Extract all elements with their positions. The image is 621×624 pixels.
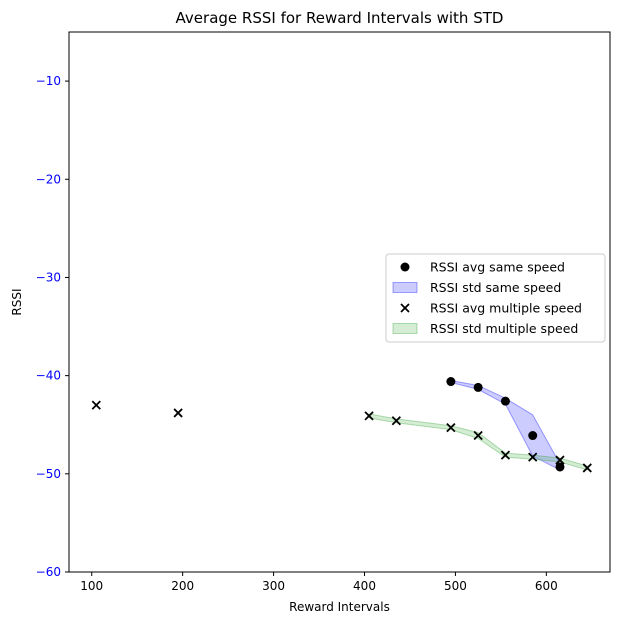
avg-point [364, 411, 374, 421]
x-marker-stroke [446, 423, 456, 433]
x-axis-label: Reward Intervals [289, 600, 390, 614]
avg-point [555, 455, 565, 465]
chart-title: Average RSSI for Reward Intervals with S… [176, 9, 504, 27]
y-axis-label: RSSI [10, 288, 24, 315]
avg-point [391, 416, 401, 426]
legend-label: RSSI avg same speed [430, 260, 565, 275]
x-marker-stroke [582, 463, 592, 473]
x-marker-stroke [400, 303, 410, 313]
avg-point [500, 450, 511, 460]
legend-handle [400, 303, 410, 313]
avg-point [473, 430, 483, 441]
x-marker-stroke [364, 411, 374, 421]
legend-label: RSSI std multiple speed [430, 321, 578, 336]
legend-box [385, 253, 606, 343]
x-marker-stroke [528, 452, 538, 462]
x-tick-label: 200 [171, 579, 194, 593]
plot-area [91, 377, 592, 473]
y-tick-label: −30 [36, 270, 61, 284]
x-marker-stroke [391, 416, 401, 426]
avg-point [173, 408, 183, 418]
y-tick-label: −20 [36, 172, 61, 186]
avg-point [91, 400, 101, 410]
legend-handle [392, 323, 418, 334]
x-tick-label: 600 [535, 579, 558, 593]
legend-handle [400, 262, 410, 272]
legend-label: RSSI avg multiple speed [430, 301, 582, 316]
avg-point [446, 423, 456, 433]
x-marker-stroke [555, 455, 565, 465]
x-tick-label: 100 [80, 579, 103, 593]
avg-point [500, 396, 510, 406]
legend-handle [392, 282, 418, 293]
legend-label: RSSI std same speed [430, 280, 561, 295]
x-marker-stroke [500, 450, 511, 460]
avg-point [528, 431, 538, 441]
avg-point [555, 462, 565, 472]
y-tick-label: −50 [36, 467, 61, 481]
plot-frame [68, 31, 611, 573]
x-tick-label: 500 [444, 579, 467, 593]
y-tick-label: −10 [36, 74, 61, 88]
y-tick-label: −40 [36, 369, 61, 383]
x-marker-stroke [473, 430, 483, 441]
x-marker-stroke [91, 400, 101, 410]
legend: RSSI avg same speed RSSI std same speed RS… [385, 253, 606, 343]
x-tick-label: 400 [353, 579, 376, 593]
avg-point [528, 452, 538, 462]
avg-point [446, 377, 456, 387]
x-tick-label: 300 [262, 579, 285, 593]
avg-point [582, 463, 592, 473]
y-tick-label: −60 [36, 565, 61, 579]
x-marker-stroke [173, 408, 183, 418]
avg-point [473, 382, 483, 392]
